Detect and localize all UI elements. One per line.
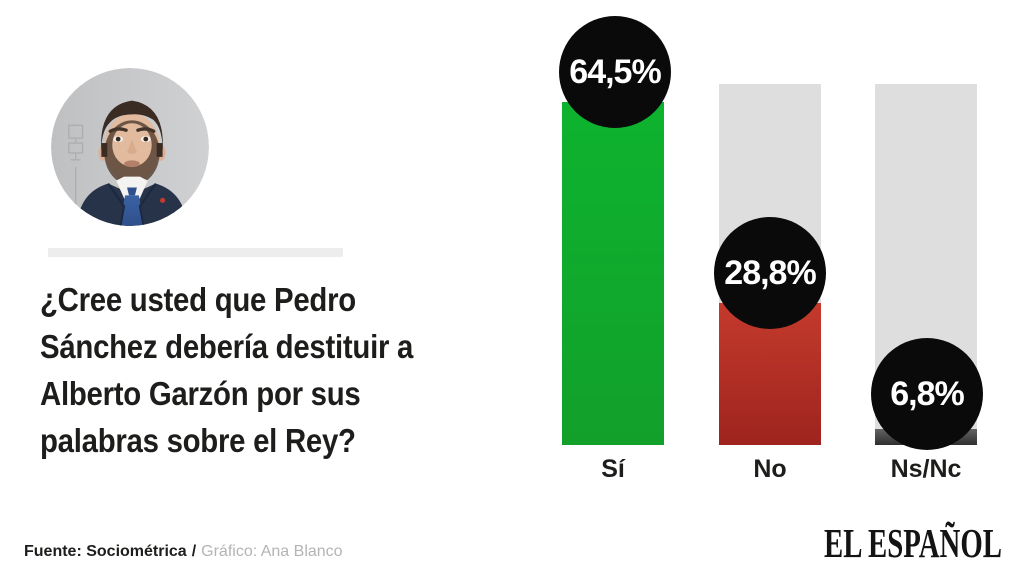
value-badge-nsnc: 6,8% bbox=[871, 338, 983, 450]
source-separator: / bbox=[191, 543, 197, 560]
el-espanol-logo-text: EL ESPAÑOL bbox=[824, 520, 1002, 566]
portrait-photo bbox=[51, 68, 209, 226]
value-label-no: 28,8% bbox=[724, 253, 816, 292]
graphic-credit: Gráfico: Ana Blanco bbox=[201, 543, 343, 560]
el-espanol-logo: EL ESPAÑOL bbox=[824, 516, 1019, 573]
portrait-illustration bbox=[51, 68, 209, 226]
category-label-nsnc: Ns/Nc bbox=[890, 455, 962, 483]
source-credit-line: Fuente: Sociométrica / Gráfico: Ana Blanco bbox=[24, 543, 343, 561]
question-title: ¿Cree usted que Pedro Sánchez debería de… bbox=[40, 281, 414, 459]
category-label-no: No bbox=[753, 455, 787, 483]
bar-fill-si bbox=[562, 102, 664, 445]
divider bbox=[48, 248, 343, 257]
value-label-nsnc: 6,8% bbox=[890, 374, 964, 413]
value-badge-si: 64,5% bbox=[559, 16, 671, 128]
value-label-si: 64,5% bbox=[569, 52, 661, 91]
logo-wordmark: EL ESPAÑOL bbox=[824, 520, 1002, 566]
lapel-pin-icon bbox=[160, 197, 166, 203]
backdrop-ornament-icon bbox=[68, 124, 84, 207]
value-badge-no: 28,8% bbox=[714, 217, 826, 329]
category-label-si: Sí bbox=[601, 455, 625, 483]
source-label: Fuente: Sociométrica bbox=[24, 543, 187, 560]
